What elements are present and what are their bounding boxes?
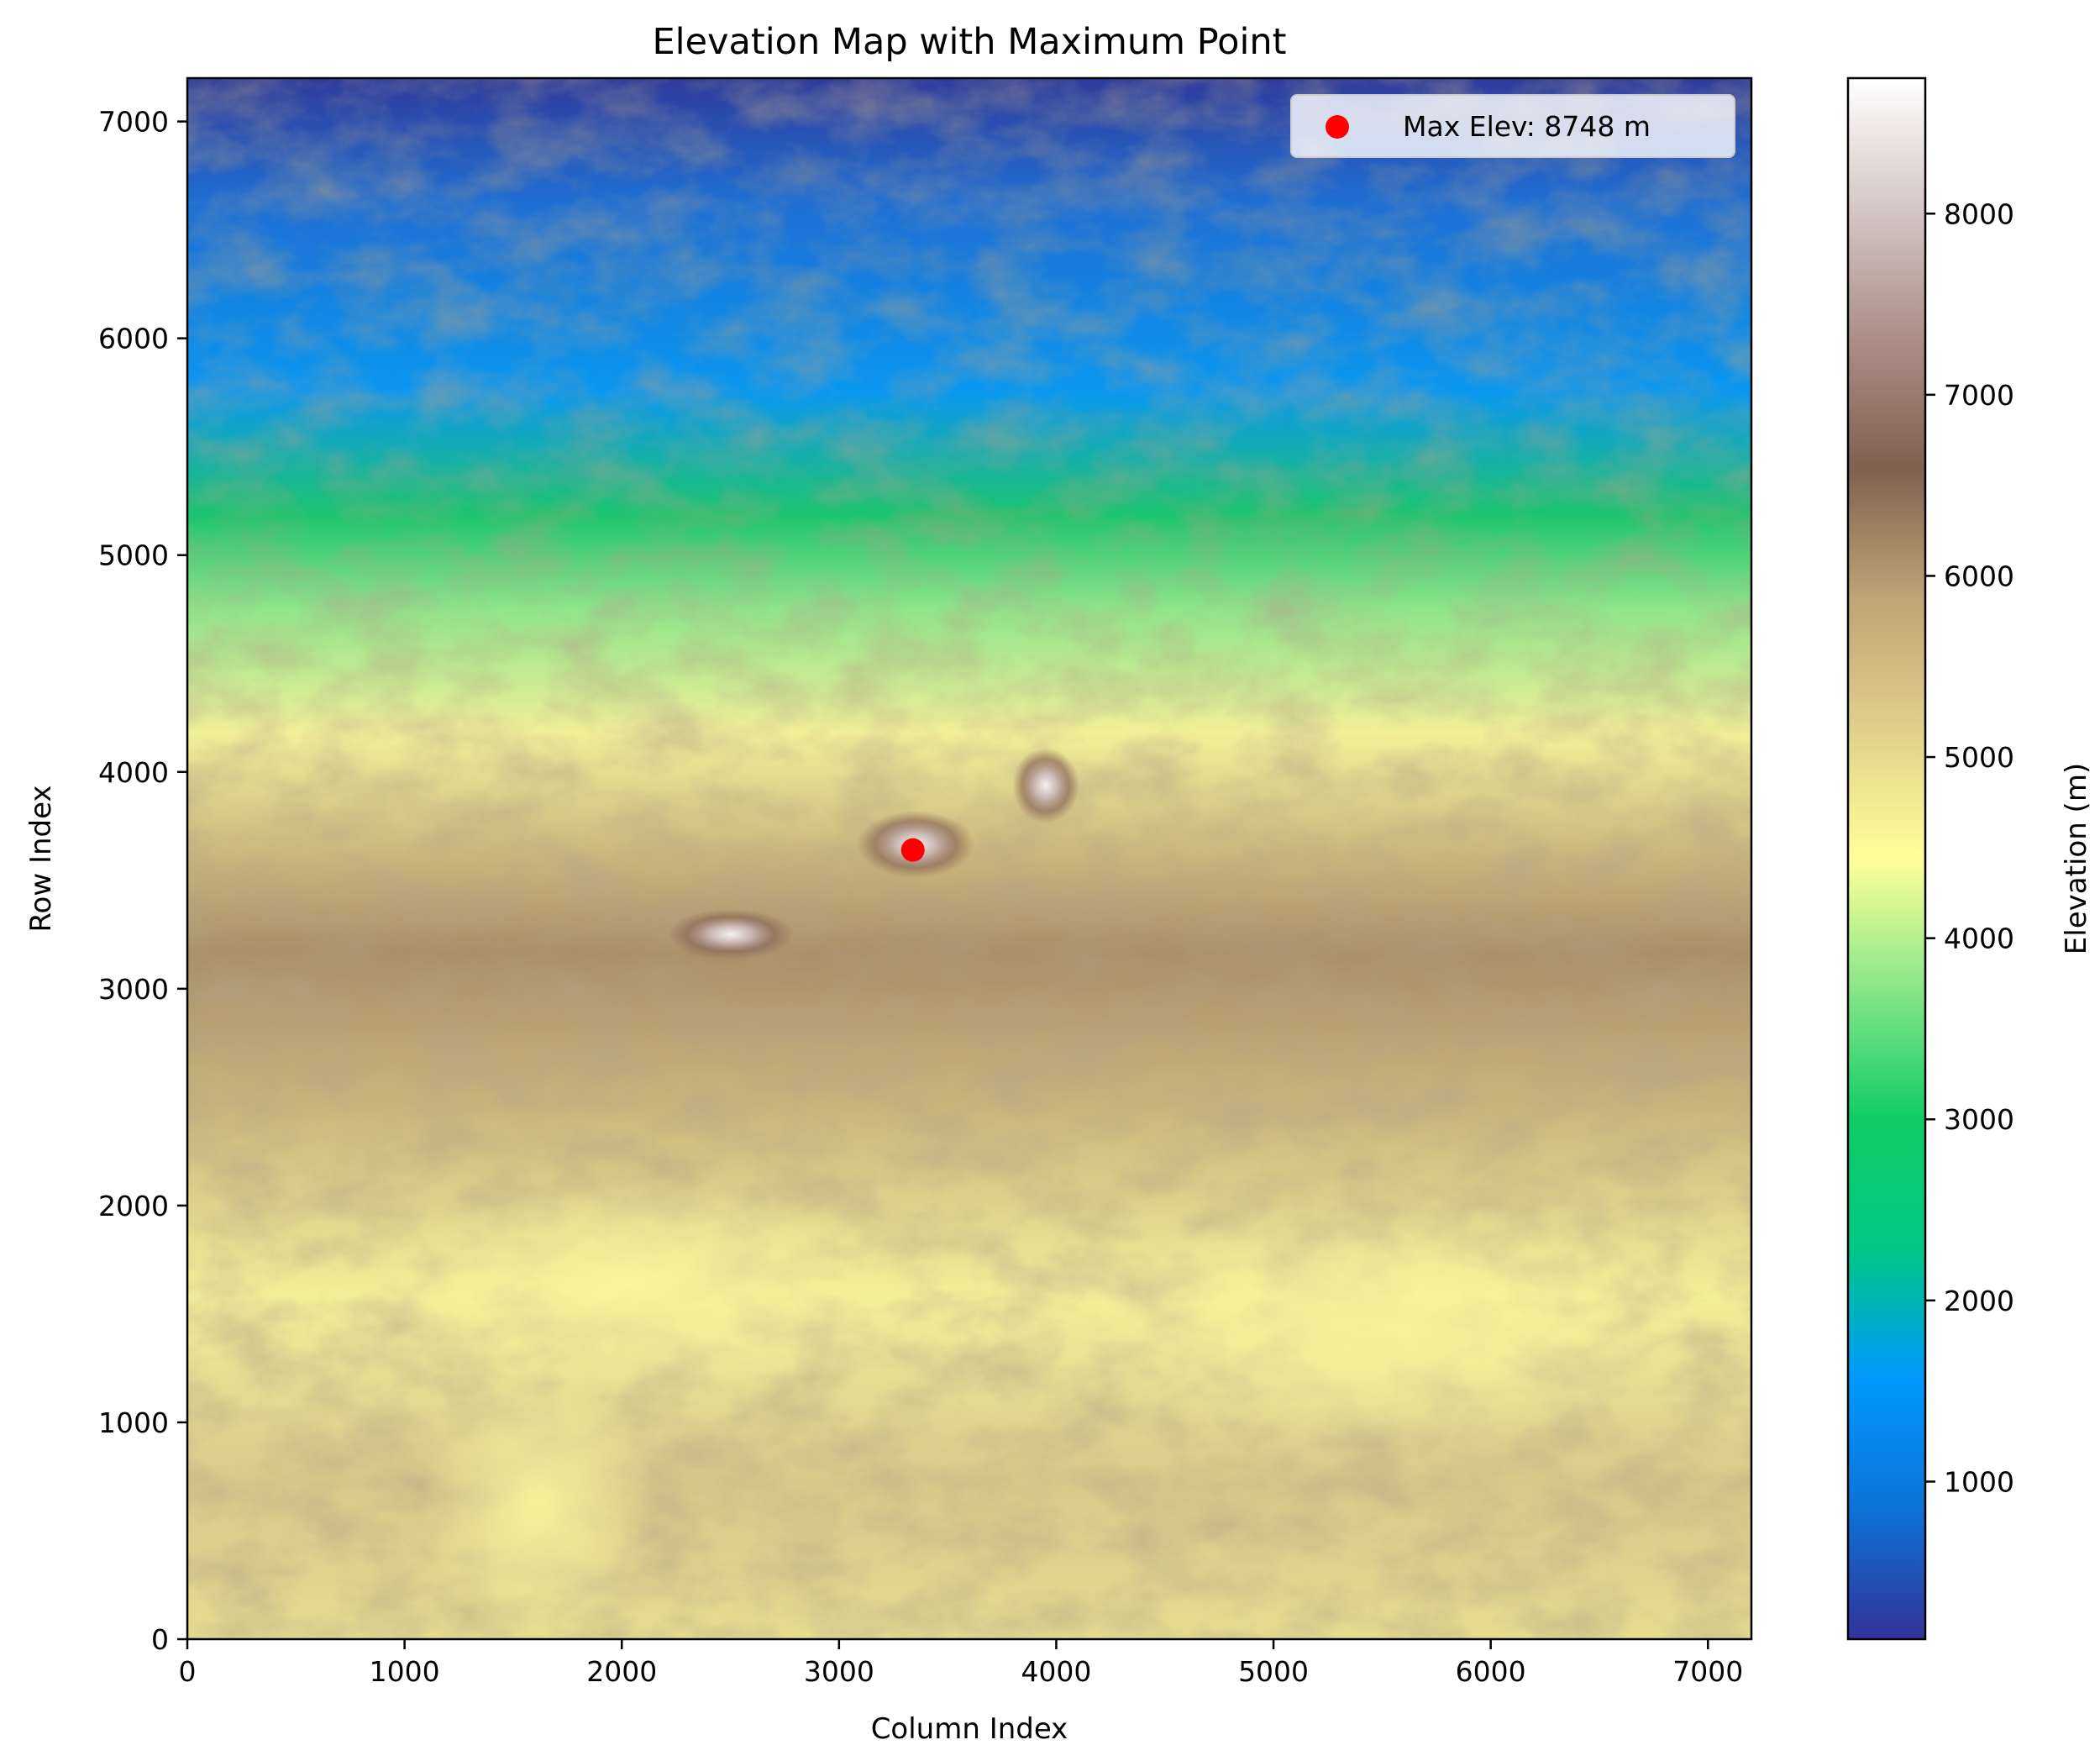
colorbar-tick-label: 6000: [1944, 560, 2014, 592]
y-tick-label: 3000: [98, 973, 169, 1006]
chart-title: Elevation Map with Maximum Point: [652, 21, 1286, 63]
colorbar-label: Elevation (m): [2060, 763, 2093, 954]
legend-box: [1290, 94, 1735, 158]
colorbar-gradient: [1846, 76, 1927, 1641]
y-tick-label: 5000: [98, 539, 169, 572]
colorbar-tick-label: 2000: [1944, 1285, 2014, 1317]
x-axis-label: Column Index: [871, 1712, 1068, 1746]
x-tick-label: 6000: [1456, 1655, 1526, 1688]
x-tick-label: 2000: [586, 1655, 657, 1688]
x-tick-label: 1000: [370, 1655, 440, 1688]
x-tick-label: 0: [179, 1655, 197, 1688]
max-elevation-point: [900, 838, 925, 862]
colorbar-tick-label: 8000: [1944, 197, 2014, 230]
colorbar-tick-label: 4000: [1944, 923, 2014, 955]
x-tick-label: 7000: [1672, 1655, 1743, 1688]
x-tick-label: 4000: [1021, 1655, 1091, 1688]
x-axis-ticks: 0 1000 2000 3000 4000 5000 6000 7000: [179, 1639, 1743, 1688]
y-axis-label: Row Index: [24, 785, 58, 932]
y-tick-label: 4000: [98, 756, 169, 789]
x-tick-label: 5000: [1238, 1655, 1309, 1688]
x-tick-label: 3000: [804, 1655, 874, 1688]
plot-frame: [186, 76, 1753, 1641]
legend-marker: [1326, 115, 1349, 139]
legend-label: Max Elev: 8748 m: [1403, 110, 1651, 143]
colorbar-tick-label: 3000: [1944, 1103, 2014, 1136]
colorbar-tick-label: 1000: [1944, 1465, 2014, 1498]
y-tick-label: 7000: [98, 106, 169, 139]
colorbar-tick-label: 5000: [1944, 741, 2014, 774]
y-tick-label: 0: [151, 1623, 169, 1656]
legend: Max Elev: 8748 m: [1290, 94, 1735, 158]
y-tick-label: 1000: [98, 1406, 169, 1439]
colorbar: 1000 2000 3000 4000 5000 6000 7000 8000 Elevati…: [1846, 76, 2093, 1641]
colorbar-tick-label: 7000: [1944, 379, 2014, 412]
colorbar-ticks: 1000 2000 3000 4000 5000 6000 7000 8000: [1925, 197, 2014, 1498]
y-tick-label: 2000: [98, 1190, 169, 1222]
y-axis-ticks: 0 1000 2000 3000 4000 5000 6000 7000: [98, 106, 187, 1656]
y-tick-label: 6000: [98, 323, 169, 355]
elevation-map-image: [187, 78, 1751, 1639]
